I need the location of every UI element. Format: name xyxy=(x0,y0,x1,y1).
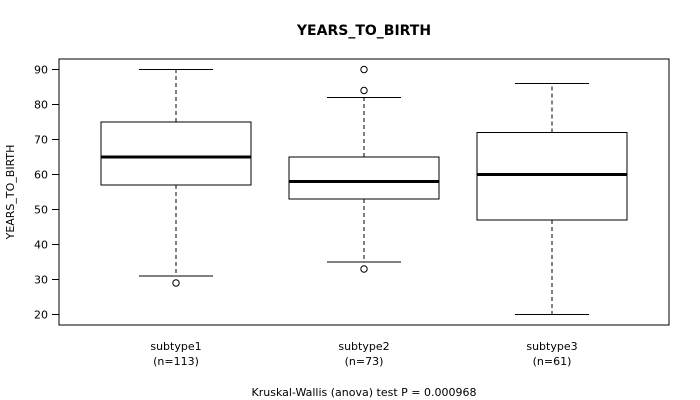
box-group-layer xyxy=(100,65,628,315)
box-group-subtype1 xyxy=(100,69,252,287)
sample-size-label-subtype1: (n=113) xyxy=(153,355,199,368)
y-tick-label: 70 xyxy=(34,134,48,147)
y-tick-label: 90 xyxy=(34,64,48,77)
y-tick-label: 40 xyxy=(34,239,48,252)
y-tick-label: 20 xyxy=(34,309,48,322)
iqr-box xyxy=(476,132,628,221)
y-axis-label: YEARS_TO_BIRTH xyxy=(4,145,17,241)
chart-title: YEARS_TO_BIRTH xyxy=(296,23,431,39)
y-tick-label: 30 xyxy=(34,274,48,287)
category-label-subtype2: subtype2 xyxy=(338,340,389,353)
box-group-subtype3 xyxy=(476,83,628,315)
y-tick-label: 80 xyxy=(34,99,48,112)
y-tick-label: 50 xyxy=(34,204,48,217)
category-label-subtype3: subtype3 xyxy=(526,340,577,353)
outlier-point xyxy=(360,265,368,273)
iqr-box xyxy=(288,156,440,200)
iqr-box xyxy=(100,121,252,186)
kruskal-wallis-test-label: Kruskal-Wallis (anova) test P = 0.000968 xyxy=(252,386,477,399)
outlier-point xyxy=(360,86,368,95)
outlier-point xyxy=(172,279,180,287)
sample-size-label-subtype2: (n=73) xyxy=(345,355,384,368)
x-axis-labels: subtype1 (n=113) subtype2 (n=73) subtype3 (n=… xyxy=(150,340,577,368)
y-axis: 20 30 40 50 60 70 80 90 xyxy=(34,64,60,322)
y-tick-label: 60 xyxy=(34,169,48,182)
sample-size-label-subtype3: (n=61) xyxy=(533,355,572,368)
category-label-subtype1: subtype1 xyxy=(150,340,201,353)
box-group-subtype2 xyxy=(288,65,440,273)
outlier-point xyxy=(360,65,368,74)
